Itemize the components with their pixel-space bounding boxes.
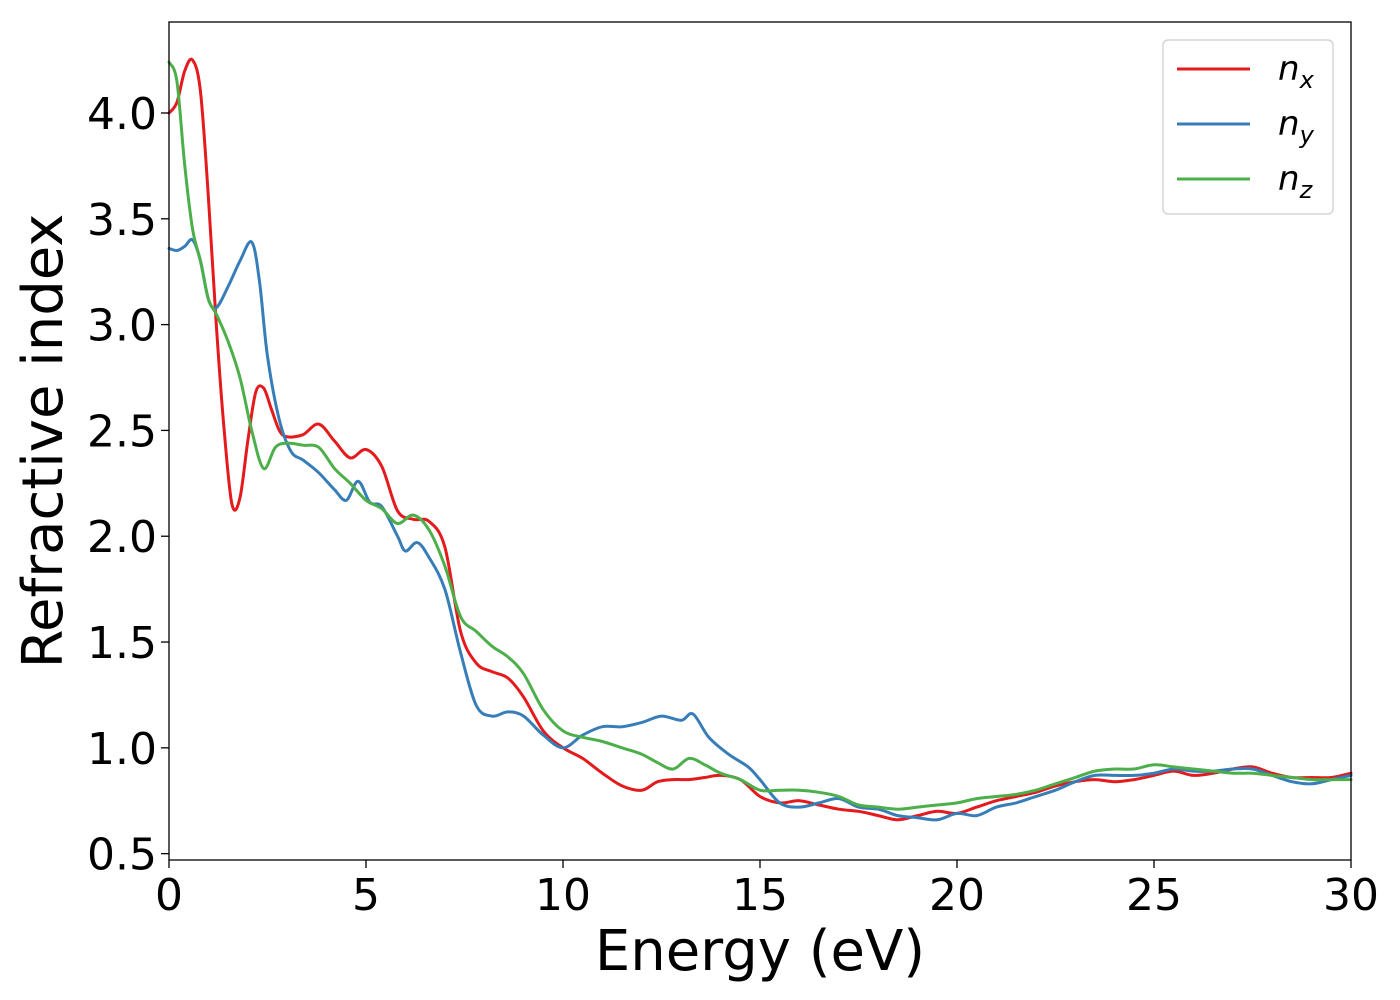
series-line-z: [167, 60, 1353, 811]
series-layer: [167, 57, 1353, 822]
y-tick-label: 1.5: [87, 618, 157, 669]
x-axis: 0 5 10 15 20 25 30: [155, 860, 1379, 921]
x-tick-label: 30: [1323, 870, 1379, 921]
legend-box: [1162, 39, 1334, 215]
y-tick-label: 4.0: [87, 89, 157, 140]
y-axis-label: Refractive index: [11, 214, 76, 669]
x-axis-label: Energy (eV): [595, 919, 925, 984]
y-tick-label: 2.5: [87, 406, 157, 457]
x-tick-label: 10: [535, 870, 591, 921]
legend-label-y: ny: [1278, 104, 1315, 149]
y-tick-label: 3.0: [87, 301, 157, 352]
y-tick-label: 3.5: [87, 195, 157, 246]
x-tick-label: 5: [352, 870, 380, 921]
x-tick-label: 0: [155, 870, 183, 921]
x-tick-label: 20: [929, 870, 985, 921]
series-line-x: [167, 57, 1353, 822]
y-tick-label: 1.0: [87, 724, 157, 775]
x-tick-label: 15: [732, 870, 788, 921]
series-line-y: [167, 237, 1353, 822]
y-tick-label: 2.0: [87, 512, 157, 563]
y-tick-label: 0.5: [87, 830, 157, 881]
y-axis: 0.5 1.0 1.5 2.0 2.5 3.0 3.5 4.0: [87, 89, 169, 881]
plot-background: [169, 22, 1351, 860]
x-tick-label: 25: [1126, 870, 1182, 921]
